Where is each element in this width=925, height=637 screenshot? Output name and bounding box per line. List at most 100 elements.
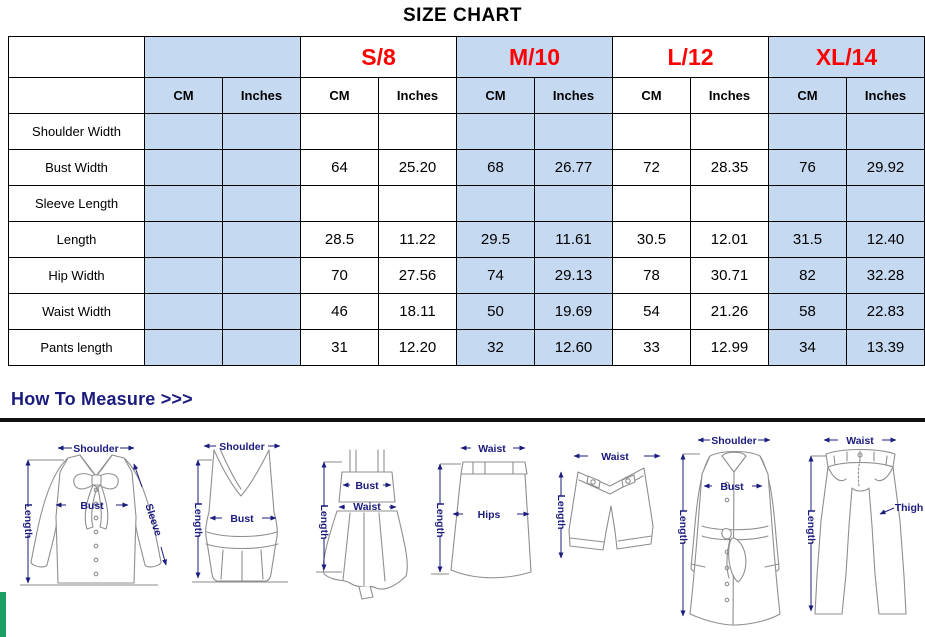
table-row: Pants length 31 12.20 32 12.60 33 12.99 … xyxy=(8,329,925,366)
figure-dress: Length Bust Waist xyxy=(316,449,408,600)
waist-label: Waist xyxy=(601,451,629,463)
dress-drawing xyxy=(316,449,408,600)
unit-cell-cm: CM xyxy=(612,77,692,114)
corner-cell xyxy=(8,77,145,114)
value-cell xyxy=(846,185,925,222)
unit-cell-cm: CM xyxy=(456,77,535,114)
figure-shorts: Waist Length xyxy=(555,451,661,559)
value-cell xyxy=(612,185,692,222)
unit-cell-cm: CM xyxy=(300,77,379,114)
tank-top-drawing xyxy=(192,448,288,583)
value-cell: 54 xyxy=(612,293,692,330)
shoulder-label: Shoulder xyxy=(73,443,119,455)
table-row: Shoulder Width xyxy=(8,113,925,150)
value-cell: 12.99 xyxy=(690,329,770,366)
blouse-drawing xyxy=(20,454,162,586)
skirt-drawing xyxy=(431,461,532,579)
size-header-s8: S/8 xyxy=(300,36,457,78)
row-label: Shoulder Width xyxy=(8,113,145,150)
value-cell: 78 xyxy=(612,257,692,294)
value-cell xyxy=(144,185,223,222)
value-cell: 50 xyxy=(456,293,535,330)
value-cell xyxy=(690,113,770,150)
table-row: Bust Width 64 25.20 68 26.77 72 28.35 76… xyxy=(8,149,925,186)
value-cell xyxy=(222,257,301,294)
length-label: Length xyxy=(555,495,567,530)
figure-blouse: Shoulder Length Bust Sleeve xyxy=(20,443,167,586)
value-cell: 21.26 xyxy=(690,293,770,330)
value-cell: 68 xyxy=(456,149,535,186)
value-cell: 29.92 xyxy=(846,149,925,186)
section-divider xyxy=(0,418,925,422)
value-cell: 12.40 xyxy=(846,221,925,258)
length-label: Length xyxy=(192,503,204,538)
unit-cell-inches: Inches xyxy=(533,77,614,114)
figure-tank-top: Shoulder Length Bust xyxy=(192,441,288,583)
row-label: Bust Width xyxy=(8,149,145,186)
bust-label: Bust xyxy=(80,500,104,512)
value-cell xyxy=(846,113,925,150)
size-header-m10: M/10 xyxy=(455,36,614,78)
length-label: Length xyxy=(677,510,689,545)
value-cell: 12.20 xyxy=(378,329,457,366)
value-cell xyxy=(533,185,614,222)
value-cell xyxy=(378,113,457,150)
value-cell: 26.77 xyxy=(533,149,614,186)
value-cell: 46 xyxy=(300,293,379,330)
value-cell xyxy=(144,329,223,366)
value-cell xyxy=(612,113,692,150)
value-cell xyxy=(768,113,848,150)
how-to-measure-heading: How To Measure >>> xyxy=(11,389,193,409)
value-cell: 34 xyxy=(768,329,848,366)
value-cell: 18.11 xyxy=(378,293,457,330)
unit-cell-inches: Inches xyxy=(690,77,770,114)
value-cell xyxy=(768,185,848,222)
page-title: SIZE CHART xyxy=(403,5,522,26)
value-cell: 32.28 xyxy=(846,257,925,294)
table-row: Length 28.5 11.22 29.5 11.61 30.5 12.01 … xyxy=(8,221,925,258)
value-cell: 29.5 xyxy=(456,221,535,258)
length-label: Length xyxy=(434,503,446,538)
bust-label: Bust xyxy=(355,480,379,492)
size-header-xl14: XL/14 xyxy=(768,36,925,78)
thigh-label: Thigh xyxy=(895,502,924,514)
value-cell: 29.13 xyxy=(533,257,614,294)
pants-drawing xyxy=(811,449,907,615)
row-label: Hip Width xyxy=(8,257,145,294)
value-cell: 11.22 xyxy=(378,221,457,258)
value-cell: 11.61 xyxy=(533,221,614,258)
bust-label: Bust xyxy=(720,481,744,493)
size-header-row: S/8 M/10 L/12 XL/14 xyxy=(8,36,925,78)
value-cell xyxy=(222,185,301,222)
value-cell xyxy=(690,185,770,222)
unit-header-row: CM Inches CM Inches CM Inches CM Inches … xyxy=(8,77,925,114)
length-label: Length xyxy=(318,505,330,540)
unit-cell-cm: CM xyxy=(144,77,223,114)
row-label: Pants length xyxy=(8,329,145,366)
value-cell xyxy=(222,293,301,330)
shoulder-label: Shoulder xyxy=(219,441,265,453)
value-cell: 12.01 xyxy=(690,221,770,258)
value-cell: 30.71 xyxy=(690,257,770,294)
hips-label: Hips xyxy=(478,509,501,521)
tank-top-measurements: Shoulder Length Bust xyxy=(192,441,281,579)
corner-cell xyxy=(8,36,145,78)
length-label: Length xyxy=(805,510,817,545)
row-label: Sleeve Length xyxy=(8,185,145,222)
value-cell xyxy=(144,221,223,258)
value-cell xyxy=(456,113,535,150)
value-cell xyxy=(222,113,301,150)
bust-label: Bust xyxy=(230,513,254,525)
shorts-measurements: Waist Length xyxy=(555,451,661,559)
value-cell xyxy=(144,257,223,294)
green-accent-bar xyxy=(0,592,6,637)
value-cell xyxy=(378,185,457,222)
value-cell: 28.5 xyxy=(300,221,379,258)
blank-group-cell xyxy=(144,36,301,78)
value-cell: 82 xyxy=(768,257,848,294)
value-cell xyxy=(144,113,223,150)
figure-coat: Shoulder Length Bust xyxy=(677,435,781,626)
value-cell xyxy=(456,185,535,222)
value-cell: 76 xyxy=(768,149,848,186)
